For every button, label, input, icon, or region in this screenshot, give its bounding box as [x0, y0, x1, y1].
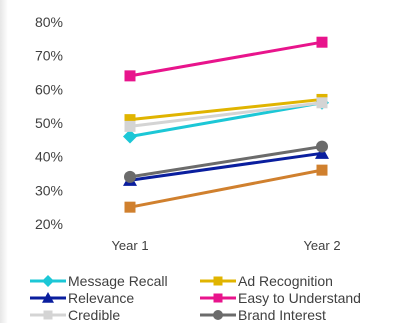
credible-marker: [316, 97, 328, 109]
relevance-line: [129, 151, 323, 182]
relevance-marker: [315, 146, 329, 159]
legend-item-brand-interest: Brand Interest: [200, 307, 326, 323]
legend: Message Recall Ad Recognition Relevance Eas…: [30, 273, 361, 323]
legend-item-credible: Credible: [30, 307, 120, 323]
easy-to-understand-marker: [124, 70, 136, 82]
brand-interest-line: [129, 145, 323, 179]
legend-item-message-recall: Message Recall: [30, 273, 168, 289]
y-tick-label: 80%: [35, 14, 63, 30]
message-recall-marker: [123, 129, 137, 144]
series-credible: [124, 97, 328, 132]
easy-to-understand-line: [129, 40, 323, 78]
legend-easy-to-understand-marker: [213, 293, 223, 303]
legend-label: Relevance: [68, 290, 134, 306]
legend-item-easy-to-understand: Easy to Understand: [200, 290, 361, 306]
series-easy-to-understand: [124, 36, 328, 82]
easy-to-understand-marker: [316, 36, 328, 48]
legend-message-recall-marker: [42, 275, 54, 287]
y-axis: 20% 30% 40% 50% 60% 70% 80%: [35, 14, 63, 232]
y-tick-label: 40%: [35, 149, 63, 165]
legend-credible-marker: [43, 310, 53, 320]
unlabeled-series-marker: [316, 164, 328, 176]
x-axis: Year 1 Year 2: [111, 238, 340, 253]
legend-label: Brand Interest: [238, 307, 326, 323]
y-tick-label: 60%: [35, 81, 63, 97]
unlabeled-series-marker: [124, 201, 136, 213]
brand-interest-marker: [316, 140, 328, 153]
series-unlabeled-series: [124, 164, 328, 213]
credible-marker: [124, 120, 136, 132]
legend-label: Easy to Understand: [238, 290, 361, 306]
legend-ad-recognition-marker: [213, 276, 223, 286]
brand-interest-marker: [124, 170, 136, 183]
ad-recognition-line: [129, 97, 323, 122]
legend-relevance-marker: [42, 292, 54, 303]
x-tick-label: Year 1: [111, 238, 148, 253]
plot-area: [123, 36, 329, 213]
legend-label: Message Recall: [68, 273, 168, 289]
y-tick-label: 30%: [35, 182, 63, 198]
unlabeled-series-line: [129, 168, 323, 209]
y-tick-label: 20%: [35, 216, 63, 232]
left-edge-shade: [0, 0, 8, 323]
legend-brand-interest-marker: [213, 310, 223, 320]
series-relevance: [123, 146, 329, 186]
x-tick-label: Year 2: [303, 238, 340, 253]
legend-item-relevance: Relevance: [30, 290, 134, 306]
y-tick-label: 50%: [35, 115, 63, 131]
legend-label: Ad Recognition: [238, 273, 333, 289]
legend-label: Credible: [68, 307, 120, 323]
message-recall-line: [129, 101, 323, 138]
series-brand-interest: [124, 140, 328, 183]
credible-line: [129, 101, 323, 128]
ad-recognition-marker: [124, 114, 136, 126]
legend-item-ad-recognition: Ad Recognition: [200, 273, 333, 289]
y-tick-label: 70%: [35, 48, 63, 64]
